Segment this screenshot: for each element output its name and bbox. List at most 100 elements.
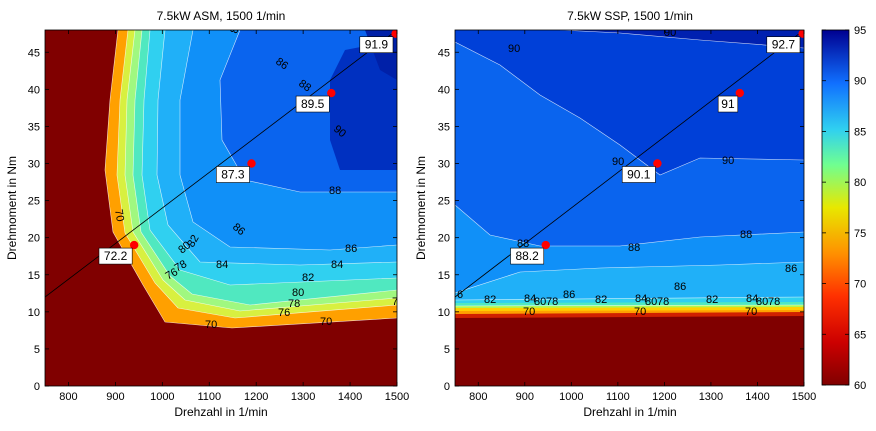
contour-label: 78 (173, 258, 190, 275)
contour-label: 78 (288, 298, 300, 310)
y-tick-label: 10 (438, 307, 450, 319)
operating-point (327, 88, 336, 98)
contour-lines-asm (104, 30, 397, 329)
chart-ssp-title: 7.5kW SSP, 1500 1/min (567, 9, 693, 23)
operating-point-label: 88.2 (515, 249, 539, 263)
chart-asm-yaxis: 0 5 10 15 20 25 30 35 40 45 (28, 47, 397, 393)
operating-point (653, 159, 662, 168)
y-tick-label: 25 (438, 196, 450, 208)
y-tick-label: 40 (28, 84, 40, 96)
contour-label: 70 (745, 306, 757, 318)
y-tick-label: 35 (438, 121, 450, 133)
contour-label: 86 (273, 56, 290, 73)
y-tick-label: 10 (28, 307, 40, 319)
x-tick-label: 1300 (291, 391, 315, 403)
contour-label: 70 (205, 319, 217, 331)
operating-point (798, 30, 804, 38)
operating-point-label-box (295, 95, 330, 113)
y-tick-label: 15 (438, 270, 450, 282)
x-tick-label: 800 (59, 391, 77, 403)
chart-asm-xlabel: Drehzahl in 1/min (174, 405, 267, 419)
y-tick-label: 0 (34, 381, 40, 393)
contour-label: 82 (185, 233, 202, 250)
x-tick-label: 1200 (652, 391, 676, 403)
operating-point-label-box (359, 36, 394, 54)
contour-label: 82 (302, 272, 314, 284)
contour-label: 88 (296, 78, 313, 95)
y-tick-label: 35 (28, 121, 40, 133)
chart-ssp: 7.5kW SSP, 1500 1/min 90 (414, 9, 816, 419)
x-tick-label: 1500 (385, 391, 409, 403)
y-tick-label: 5 (444, 344, 450, 356)
colorbar-tick-label: 85 (854, 126, 866, 138)
contour-label: 80 (292, 287, 304, 299)
contour-label: 78 (546, 296, 558, 308)
contour-label: 6 (457, 289, 463, 301)
chart-ssp-ylabel: Drehmoment in Nm (414, 156, 428, 260)
x-tick-label: 1000 (150, 391, 174, 403)
contour-label: 70 (392, 296, 404, 308)
chart-ssp-yaxis: 0 5 10 15 20 25 30 35 40 45 (438, 47, 804, 393)
contour-label: 86 (563, 289, 575, 301)
colorbar-tick-label: 60 (854, 380, 866, 392)
operating-point-label: 92.7 (772, 38, 796, 52)
chart-asm-ylabel: Drehmoment in Nm (5, 156, 19, 260)
contour-label: 82 (595, 294, 607, 306)
contour-label: 82 (706, 294, 718, 306)
contour-label: 76 (164, 266, 181, 283)
operating-point (391, 30, 397, 38)
operating-point-label-box (98, 247, 133, 265)
region-above-92 (560, 30, 804, 48)
y-tick-label: 20 (438, 233, 450, 245)
operating-points-ssp (541, 30, 804, 250)
contour-label: 76 (278, 307, 290, 319)
colorbar: 60 65 70 75 80 85 90 95 (821, 25, 866, 392)
chart-ssp-xaxis: 800 900 1000 1100 1200 1300 1400 1500 (469, 30, 816, 403)
colorbar-tick-label: 75 (854, 228, 866, 240)
y-tick-label: 20 (28, 233, 40, 245)
operating-point (129, 240, 139, 250)
x-tick-label: 1300 (699, 391, 723, 403)
x-tick-label: 900 (516, 391, 534, 403)
x-tick-label: 1400 (338, 391, 362, 403)
operating-point-label-box (621, 166, 656, 183)
operating-point-label: 91.9 (365, 38, 389, 52)
contour-label: 80 (645, 296, 657, 308)
chart-ssp-xlabel: Drehzahl in 1/min (583, 405, 676, 419)
contour-label: 88 (740, 229, 752, 241)
contour-label: 84 (331, 259, 343, 271)
contour-label: 90 (612, 156, 624, 168)
chart-asm-contours: 70 70 70 70 76 76 78 78 80 80 82 82 84 8… (45, 30, 404, 386)
contour-labels-ssp: 90 90 90 90 88 88 88 86 86 86 84 84 84 8… (457, 30, 797, 318)
chart-asm-title: 7.5kW ASM, 1500 1/min (157, 9, 286, 23)
operating-point-label-box (216, 166, 250, 183)
operating-point-labels-asm: 72.2 87.3 89.5 91.9 (98, 36, 394, 265)
x-tick-label: 900 (106, 391, 124, 403)
contour-label: 88 (628, 242, 640, 254)
operating-points-asm (129, 30, 397, 250)
operating-point (735, 88, 744, 98)
region-above-90 (330, 40, 397, 170)
x-tick-label: 1100 (197, 391, 221, 403)
colorbar-tick-label: 90 (854, 76, 866, 88)
contour-label: 84 (524, 293, 536, 305)
contour-lines-ssp (455, 30, 804, 307)
operating-point-label-box (510, 247, 545, 265)
contour-label: 70 (523, 306, 535, 318)
colorbar-gradient (822, 30, 849, 385)
operating-point (247, 159, 256, 168)
contour-label: 82 (484, 294, 496, 306)
x-tick-label: 1200 (244, 391, 268, 403)
x-tick-label: 1100 (606, 391, 630, 403)
y-tick-label: 30 (28, 159, 40, 171)
y-tick-label: 30 (438, 159, 450, 171)
operating-point-label: 87.3 (221, 168, 245, 182)
operating-point-label-box (717, 95, 739, 113)
y-tick-label: 25 (28, 196, 40, 208)
x-tick-label: 800 (469, 391, 487, 403)
contour-label: 70 (634, 306, 646, 318)
contour-label: 80 (534, 296, 546, 308)
operating-point-label: 90.1 (627, 168, 651, 182)
y-tick-label: 5 (34, 344, 40, 356)
colorbar-tick-label: 95 (854, 25, 866, 37)
